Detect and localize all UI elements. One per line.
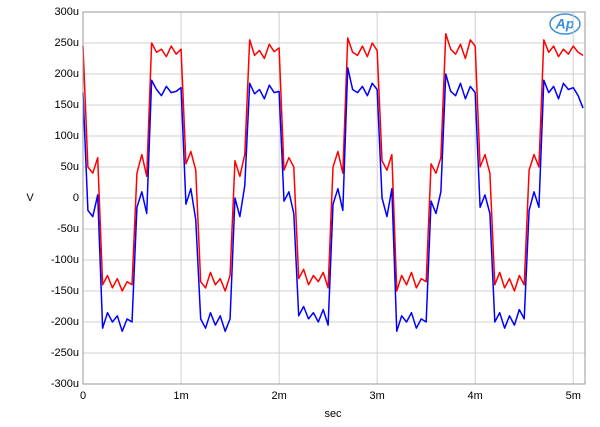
y-tick-label: -150u — [51, 285, 79, 297]
y-tick-label: 50u — [61, 161, 79, 173]
y-axis-label: V — [26, 192, 34, 204]
y-tick-label: 250u — [55, 37, 79, 49]
y-tick-label: 200u — [55, 68, 79, 80]
y-tick-label: 300u — [55, 6, 79, 18]
x-tick-label: 5m — [566, 390, 581, 402]
y-tick-label: 150u — [55, 99, 79, 111]
y-tick-label: 100u — [55, 130, 79, 142]
y-tick-label: 0 — [73, 192, 79, 204]
x-tick-label: 2m — [271, 390, 286, 402]
y-tick-label: -200u — [51, 316, 79, 328]
logo-ring — [549, 13, 581, 35]
x-tick-label: 1m — [173, 390, 188, 402]
x-tick-label: 4m — [468, 390, 483, 402]
y-tick-label: -100u — [51, 254, 79, 266]
plot-area — [82, 11, 586, 385]
series-line — [82, 32, 584, 292]
y-tick-label: -250u — [51, 347, 79, 359]
x-axis-label: sec — [324, 408, 342, 420]
logo: Ap — [555, 16, 575, 32]
x-tick-label: 0 — [80, 390, 86, 402]
x-tick-label: 3m — [370, 390, 385, 402]
series-line — [82, 67, 584, 333]
y-tick-label: -50u — [57, 223, 79, 235]
y-tick-label: -300u — [51, 378, 79, 390]
